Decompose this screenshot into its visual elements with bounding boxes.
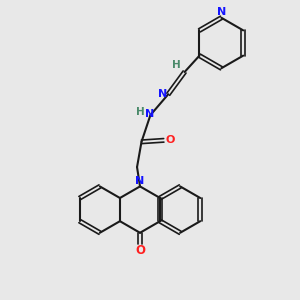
Text: H: H (136, 106, 144, 116)
Text: N: N (217, 8, 226, 17)
Text: N: N (135, 176, 145, 186)
Text: N: N (158, 89, 167, 99)
Text: N: N (145, 110, 154, 119)
Text: O: O (166, 135, 175, 145)
Text: O: O (135, 244, 145, 257)
Text: H: H (172, 60, 181, 70)
